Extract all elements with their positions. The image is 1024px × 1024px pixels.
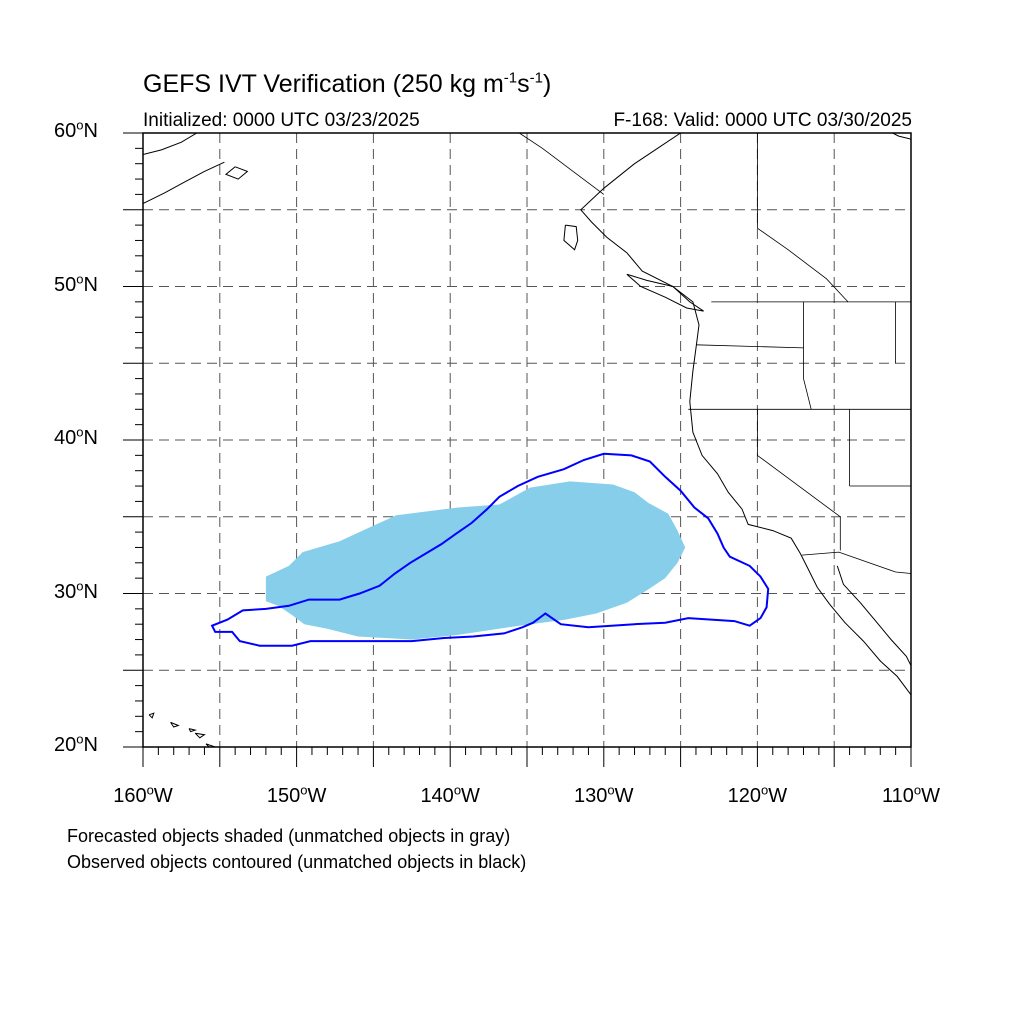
coastline — [836, 565, 911, 666]
degree-symbol: o — [76, 424, 84, 440]
lon-label-160: 160oW — [113, 782, 173, 808]
label-hemisphere: W — [307, 785, 327, 807]
coastline — [205, 743, 217, 747]
degree-symbol: o — [76, 577, 84, 593]
observed-object-contour — [210, 452, 770, 647]
lat-label-50: 50oN — [54, 270, 98, 297]
political-border — [757, 133, 849, 303]
title-exponent-2: -1 — [529, 69, 543, 87]
degree-symbol: o — [76, 270, 84, 286]
political-border — [803, 301, 812, 410]
lat-label-30: 30oN — [54, 577, 98, 604]
degree-symbol: o — [76, 731, 84, 747]
label-number: 140 — [420, 785, 454, 807]
label-hemisphere: N — [83, 427, 98, 449]
forecast-object-shaded — [265, 481, 686, 640]
title-suffix: ) — [542, 70, 552, 98]
political-border — [757, 409, 841, 551]
observed-caption: Observed objects contoured (unmatched ob… — [67, 852, 527, 872]
forecast-caption: Forecasted objects shaded (unmatched obj… — [67, 826, 511, 846]
lat-label-40: 40oN — [54, 424, 98, 450]
label-hemisphere: W — [614, 785, 634, 807]
degree-symbol: o — [300, 782, 308, 798]
political-border — [695, 344, 804, 349]
label-number: 130 — [574, 785, 608, 807]
degree-symbol: o — [607, 782, 615, 798]
degree-symbol: o — [913, 782, 922, 798]
label-hemisphere: N — [83, 734, 98, 756]
axis-ticks — [123, 132, 912, 767]
degree-symbol: o — [761, 782, 769, 798]
label-hemisphere: W — [921, 785, 941, 807]
label-number: 120 — [727, 785, 762, 807]
label-number: 50 — [54, 273, 77, 296]
coastline — [224, 166, 249, 180]
title-mid: s — [517, 70, 530, 98]
title-prefix: GEFS IVT Verification (250 kg m — [143, 70, 504, 98]
label-number: 30 — [54, 580, 77, 603]
coastline — [892, 133, 911, 140]
gridlines — [143, 133, 911, 747]
lat-label-20: 20oN — [54, 731, 98, 757]
lon-label-130: 130oW — [574, 782, 634, 808]
coastline — [188, 728, 198, 733]
political-border — [801, 551, 911, 574]
coastlines-and-borders — [143, 133, 911, 747]
label-number: 20 — [54, 734, 77, 756]
label-number: 160 — [113, 785, 147, 807]
lon-label-140: 140oW — [420, 782, 480, 808]
label-number: 40 — [54, 427, 77, 449]
coastline — [563, 224, 579, 251]
initialized-label: Initialized: 0000 UTC 03/23/2025 — [143, 110, 420, 131]
degree-symbol: o — [146, 782, 154, 798]
degree-symbol: o — [453, 782, 462, 798]
lon-label-120: 120oW — [727, 782, 788, 808]
valid-time-label: F-168: Valid: 0000 UTC 03/30/2025 — [613, 110, 912, 131]
coastline — [148, 712, 155, 719]
label-hemisphere: N — [83, 273, 98, 296]
coastline — [194, 732, 206, 739]
coastline — [143, 133, 198, 155]
lon-label-110: 110oW — [881, 782, 941, 808]
label-number: 60 — [54, 120, 77, 142]
label-hemisphere: N — [83, 120, 98, 142]
label-number: 150 — [266, 785, 301, 807]
coastline — [626, 273, 704, 312]
coastline — [580, 133, 911, 696]
title-exponent-1: -1 — [503, 69, 518, 87]
coastline — [143, 161, 225, 205]
label-hemisphere: W — [153, 785, 173, 807]
label-number: 110 — [881, 785, 914, 807]
lon-label-150: 150oW — [266, 782, 327, 808]
label-hemisphere: N — [83, 580, 98, 603]
coastline — [170, 721, 180, 728]
map-frame — [142, 132, 912, 748]
label-hemisphere: W — [461, 785, 480, 807]
degree-symbol: o — [76, 117, 84, 133]
label-hemisphere: W — [768, 785, 788, 807]
chart-title: GEFS IVT Verification (250 kg m-1s-1) — [143, 70, 551, 99]
lat-label-60: 60oN — [54, 117, 98, 143]
political-border — [519, 133, 605, 195]
